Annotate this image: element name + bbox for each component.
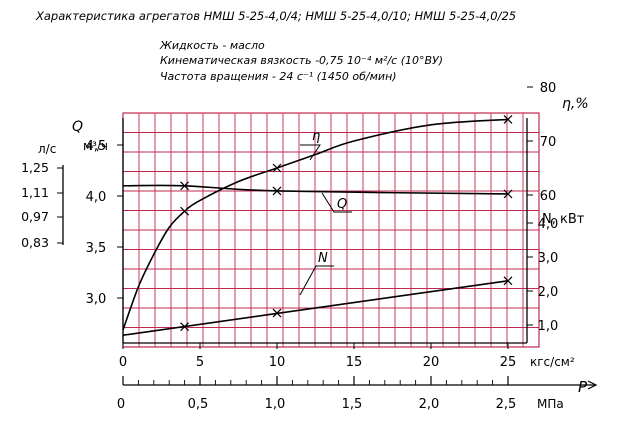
n-tick-label: 4,0: [538, 217, 559, 232]
header-line-fluid: Жидкость - масло: [159, 39, 265, 52]
data-point-marker: [180, 181, 190, 191]
mpa-tick-label: 1,0: [265, 397, 286, 412]
series-name-label-eta: η: [312, 129, 320, 144]
data-point-marker-stroke: [272, 163, 282, 173]
q-ls-tick-label: 0,97: [21, 209, 49, 224]
x-tick-label: 10: [269, 355, 286, 370]
mpa-axis-unit-label: МПа: [537, 397, 564, 411]
q-ls-tick-label: 1,11: [21, 185, 49, 200]
chart-series: [122, 114, 513, 336]
header-line-speed: Частота вращения - 24 с⁻¹ (1450 об/мин): [160, 70, 397, 83]
x-axis-unit-label: кгс/см²: [530, 355, 575, 369]
x-tick-label: 5: [196, 355, 204, 370]
eta-tick-label: 60: [540, 189, 557, 204]
data-point-marker-stroke: [180, 181, 190, 191]
q-axis-label: Q: [72, 119, 83, 135]
data-point-marker: [180, 206, 190, 216]
q-ls-tick-label: 0,83: [21, 235, 49, 250]
x-tick-label: 20: [423, 355, 440, 370]
data-point-marker-stroke: [180, 322, 190, 332]
chart-title: Характеристика агрегатов НМШ 5-25-4,0/4;…: [35, 9, 516, 23]
n-tick-label: 3,0: [538, 251, 559, 266]
mpa-axis-arrow: [587, 380, 598, 390]
series-curve-n: [122, 280, 509, 336]
q-ls-unit-label: л/с: [38, 142, 56, 156]
data-point-marker: [272, 308, 282, 318]
data-point-marker: [180, 322, 190, 332]
eta-axis-label: η,%: [562, 96, 589, 112]
mpa-tick-label: 0,5: [188, 397, 209, 412]
series-leader-line-q: [321, 192, 352, 213]
series-name-label-q: Q: [337, 197, 347, 212]
data-point-marker: [503, 276, 513, 286]
series-leader-line-eta: [300, 144, 321, 161]
mpa-tick-label: 0: [117, 397, 125, 412]
n-axis-label: N, кВт: [542, 212, 585, 227]
pressure-symbol-label: P: [578, 378, 588, 396]
series-name-label-n: N: [318, 251, 328, 266]
data-point-marker-stroke: [180, 206, 190, 216]
q-axis-unit-label: м³/ч: [83, 139, 108, 153]
data-point-marker: [503, 114, 513, 124]
chart-axes: [57, 86, 598, 390]
x-tick-label: 25: [500, 355, 517, 370]
q-tick-label: 3,5: [86, 241, 107, 256]
x-tick-label: 15: [346, 355, 363, 370]
data-point-marker-stroke: [503, 276, 513, 286]
header-line-viscosity: Кинематическая вязкость -0,75 10⁻⁴ м²/с …: [160, 54, 443, 67]
n-tick-label: 1,0: [538, 319, 559, 334]
mpa-tick-label: 2,0: [419, 397, 440, 412]
x-tick-label: 0: [119, 355, 127, 370]
data-point-marker-stroke: [272, 186, 282, 196]
q-tick-label: 4,0: [86, 190, 107, 205]
data-point-marker: [503, 189, 513, 199]
series-curve-q: [122, 184, 509, 195]
data-point-marker-stroke: [503, 189, 513, 199]
data-point-marker-stroke: [272, 308, 282, 318]
q-tick-label: 4,5: [86, 139, 107, 154]
data-point-marker: [272, 163, 282, 173]
mpa-tick-label: 2,5: [496, 397, 517, 412]
data-point-marker: [272, 186, 282, 196]
eta-tick-label: 70: [540, 135, 557, 150]
eta-tick-label: 80: [540, 81, 557, 96]
q-tick-label: 3,0: [86, 292, 107, 307]
series-leader-line-n: [299, 265, 334, 296]
chart-labels: 0 5 10 15 20 25 кгс/см² 0 0,5 1,0 1,5 2,0 2,5 МПа P 3,0…: [21, 81, 589, 412]
data-point-marker-stroke: [503, 114, 513, 124]
mpa-tick-label: 1,5: [342, 397, 363, 412]
n-tick-label: 2,0: [538, 285, 559, 300]
q-ls-tick-label: 1,25: [21, 160, 49, 175]
